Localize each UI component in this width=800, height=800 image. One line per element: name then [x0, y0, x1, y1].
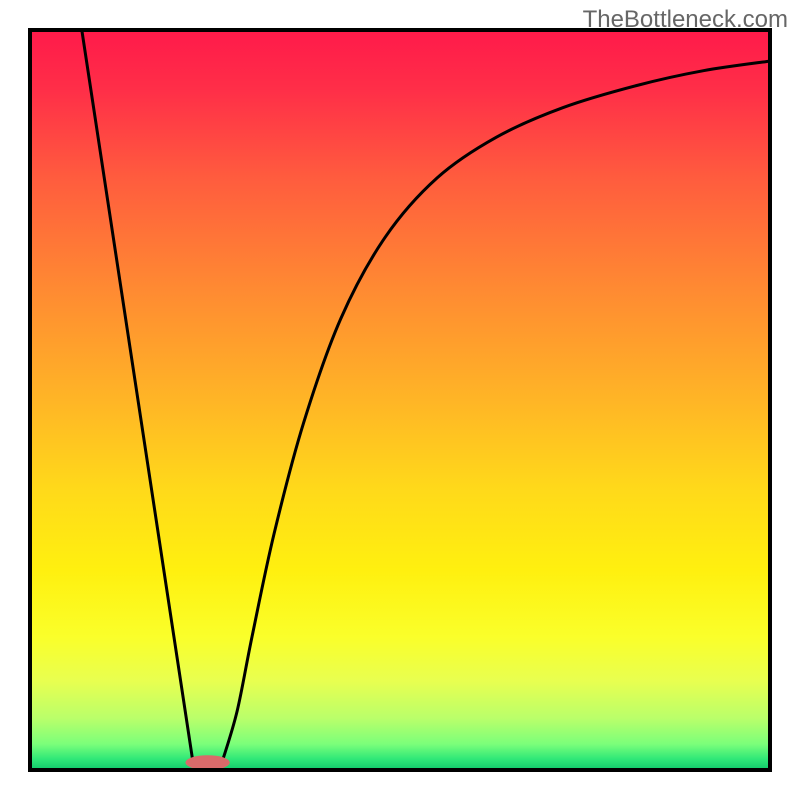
- bottleneck-marker: [185, 755, 229, 770]
- watermark-text: TheBottleneck.com: [583, 6, 788, 34]
- bottleneck-chart: [0, 0, 800, 800]
- chart-container: { "watermark": { "text": "TheBottleneck.…: [0, 0, 800, 800]
- chart-background: [30, 30, 770, 770]
